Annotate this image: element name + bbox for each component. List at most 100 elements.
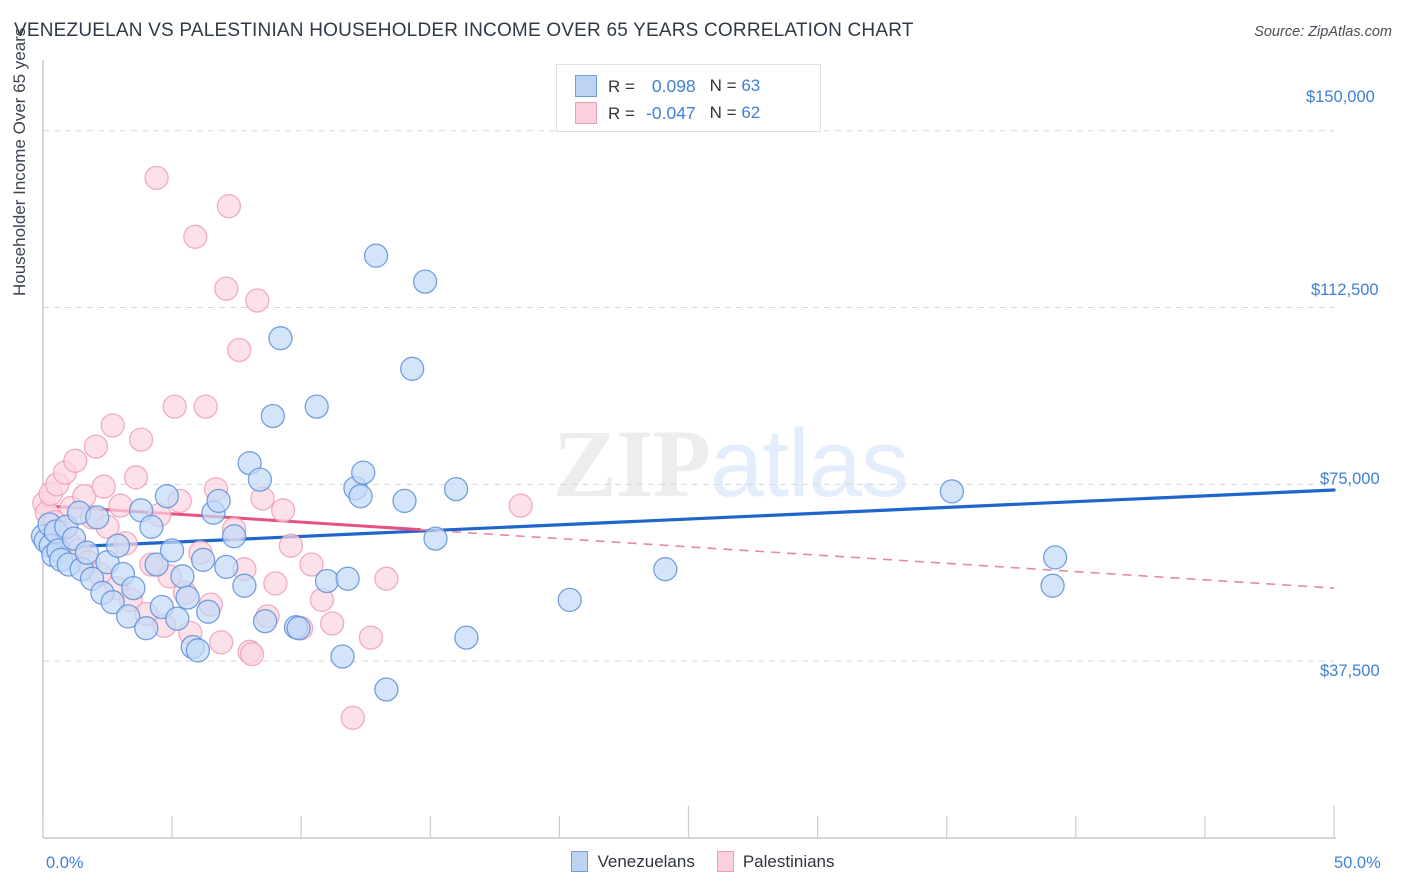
series-legend: Venezuelans Palestinians: [0, 851, 1406, 872]
data-point: [314, 568, 340, 594]
legend-swatch-venezuelans: [571, 851, 589, 872]
data-point: [154, 484, 180, 509]
y-tick-label-112500: $112,500: [1311, 281, 1379, 299]
data-point: [412, 269, 438, 294]
data-point: [299, 552, 324, 577]
legend-item-venezuelans[interactable]: Venezuelans: [571, 851, 695, 872]
data-point: [557, 587, 582, 613]
data-point: [245, 288, 270, 313]
data-point: [190, 547, 216, 572]
stats-swatch-palestinians: [575, 102, 597, 124]
data-point: [144, 165, 169, 191]
data-point: [268, 326, 293, 351]
data-point: [206, 488, 231, 514]
correlation-stats-box: R = 0.098 N = 63 R = -0.047 N = 62: [556, 64, 821, 132]
data-point: [374, 677, 399, 702]
data-point: [100, 413, 125, 438]
data-point: [183, 224, 208, 249]
data-point: [159, 538, 185, 563]
trendline-venezuelans: [41, 488, 1336, 550]
data-point: [134, 616, 159, 641]
data-point: [116, 604, 141, 629]
data-point: [260, 403, 285, 429]
data-point: [83, 434, 109, 459]
data-point: [400, 356, 425, 381]
data-point: [209, 630, 234, 655]
data-point: [351, 460, 376, 485]
stats-n-label-palestinians: N = 62: [709, 103, 761, 122]
stats-swatch-venezuelans: [575, 75, 597, 97]
data-point: [221, 524, 247, 549]
data-point: [170, 564, 195, 589]
data-point: [443, 476, 469, 502]
stats-row-palestinians: R = -0.047 N = 62: [557, 98, 820, 128]
data-point: [185, 638, 211, 663]
data-point: [392, 488, 417, 514]
data-point: [340, 705, 365, 730]
data-point: [247, 467, 273, 492]
data-point: [105, 533, 131, 558]
data-point: [939, 479, 965, 504]
data-point: [63, 448, 88, 473]
data-point: [335, 566, 360, 591]
data-point: [263, 571, 288, 596]
x-tick-label-max: 50.0%: [1334, 854, 1381, 872]
stats-r-value-venezuelans: 0.098: [651, 75, 696, 96]
data-point: [320, 611, 345, 636]
points-venezuelans: [30, 243, 1068, 702]
legend-label-venezuelans: Venezuelans: [597, 851, 695, 871]
data-point: [165, 606, 190, 631]
data-point: [85, 505, 110, 530]
data-point: [423, 526, 448, 551]
data-point: [278, 533, 304, 558]
data-point: [91, 474, 116, 499]
data-point: [252, 608, 278, 634]
stats-n-value-palestinians: 62: [741, 103, 761, 122]
data-point: [232, 573, 257, 598]
x-tick-label-min: 0.0%: [46, 854, 84, 872]
legend-swatch-palestinians: [716, 851, 734, 872]
data-point: [330, 644, 355, 669]
y-tick-label-150000: $150,000: [1306, 88, 1375, 106]
page-title: VENEZUELAN VS PALESTINIAN HOUSEHOLDER IN…: [14, 20, 914, 41]
stats-r-value-palestinians: -0.047: [646, 102, 696, 123]
data-point: [216, 194, 242, 219]
data-point: [239, 641, 265, 667]
source-label: Source: ZipAtlas.com: [1254, 24, 1392, 40]
data-point: [270, 498, 296, 523]
data-point: [128, 427, 154, 452]
data-point: [74, 540, 100, 565]
legend-label-palestinians: Palestinians: [742, 851, 835, 871]
data-point: [454, 625, 479, 650]
legend-item-palestinians[interactable]: Palestinians: [716, 851, 835, 872]
data-point: [108, 493, 133, 518]
data-point: [100, 590, 125, 615]
data-point: [653, 557, 678, 582]
data-point: [1042, 545, 1068, 570]
data-point: [358, 625, 384, 650]
data-point: [193, 394, 218, 419]
data-point: [121, 575, 146, 601]
data-point: [286, 616, 311, 641]
y-tick-label-37500: $37,500: [1320, 662, 1380, 680]
stats-n-value-venezuelans: 63: [741, 76, 761, 95]
data-point: [508, 493, 533, 518]
y-tick-label-75000: $75,000: [1320, 470, 1380, 488]
data-point: [162, 394, 187, 419]
data-point: [304, 394, 329, 419]
data-point: [175, 585, 200, 610]
data-point: [363, 243, 389, 268]
stats-n-label-venezuelans: N = 63: [709, 76, 761, 95]
data-point: [227, 337, 252, 363]
stats-r-label-palestinians: R = -0.047: [608, 102, 696, 123]
stats-r-label-venezuelans: R = 0.098: [608, 75, 696, 96]
data-point: [374, 566, 399, 591]
data-point: [123, 465, 149, 490]
data-point: [144, 552, 169, 577]
data-point: [214, 554, 239, 580]
data-point: [1040, 573, 1065, 598]
data-point: [214, 276, 239, 301]
data-point: [196, 599, 221, 624]
